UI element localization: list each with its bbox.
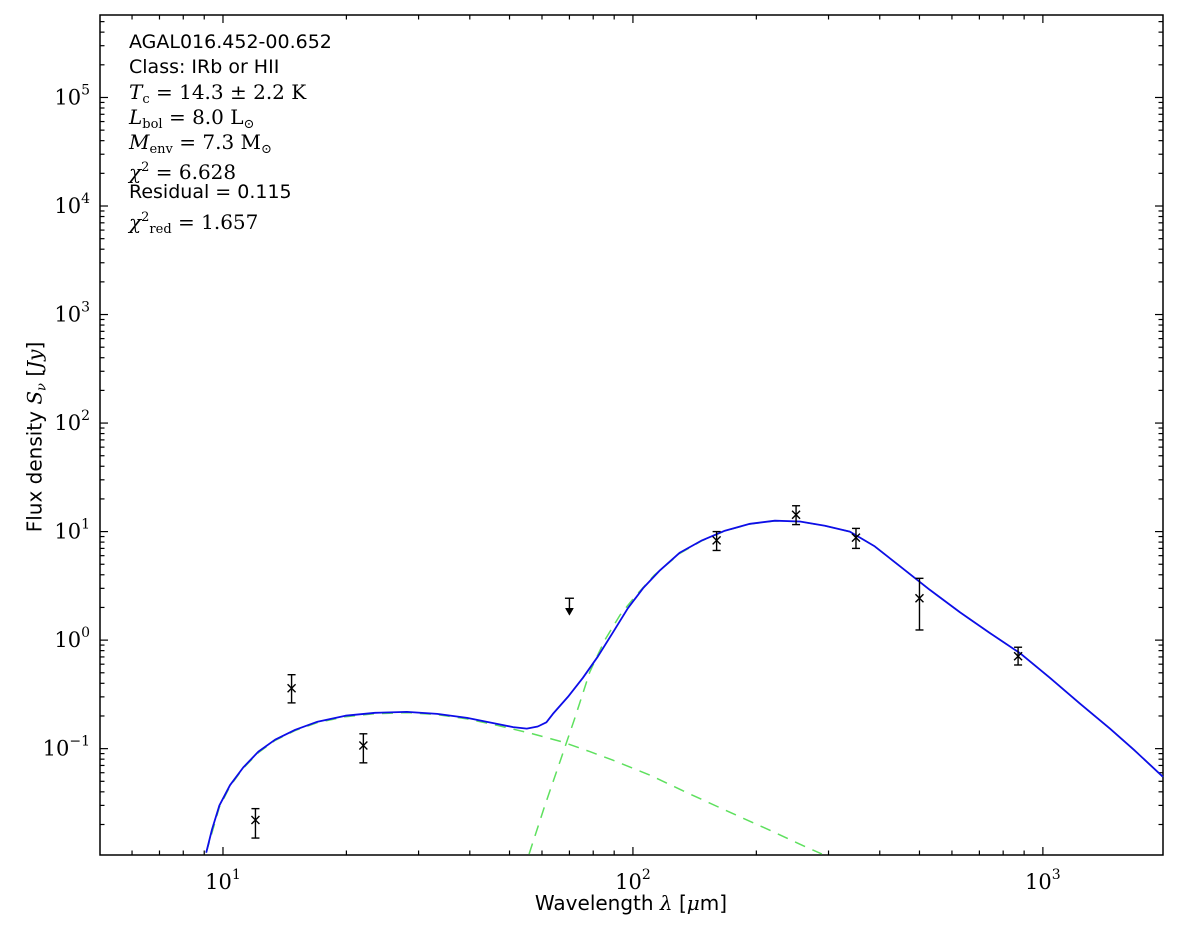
tick-labels: 101 102 103 10−1 100 101 102 103 104 105 bbox=[43, 82, 1061, 894]
y-tick-label: 10−1 bbox=[43, 734, 90, 761]
y-tick-label: 104 bbox=[54, 191, 90, 218]
model-total-curve bbox=[205, 519, 1164, 853]
annotation-line-4: Lbol = 8.0 L⊙ bbox=[129, 105, 332, 132]
text-segment: = 6.628 bbox=[149, 160, 237, 184]
annotation-line-5: Menv = 7.3 M⊙ bbox=[129, 130, 332, 157]
x-tick-label: 102 bbox=[615, 867, 651, 894]
annotation-line-8: χ2red = 1.657 bbox=[129, 205, 332, 237]
annotation-line-7: Residual = 0.115 bbox=[129, 180, 332, 205]
text-segment: = 7.3 M bbox=[172, 130, 262, 154]
data-point bbox=[914, 577, 924, 631]
text-segment: ν bbox=[34, 383, 50, 391]
text-segment: Residual = 0.115 bbox=[129, 181, 292, 203]
annotation-line-1: AGAL016.452-00.652 bbox=[129, 30, 332, 55]
text-segment: = 14.3 ± 2.2 K bbox=[149, 80, 307, 104]
x-axis-label: Wavelength λ [μm] bbox=[535, 891, 727, 915]
text-segment: env bbox=[149, 142, 173, 157]
data-points bbox=[250, 505, 1023, 839]
text-segment: χ bbox=[129, 160, 142, 184]
y-tick-label: 105 bbox=[54, 82, 90, 109]
x-tick-label: 103 bbox=[1025, 867, 1061, 894]
cold-component-curve bbox=[528, 520, 1164, 855]
data-point bbox=[358, 733, 368, 764]
y-tick-label: 100 bbox=[54, 625, 90, 652]
text-segment: bol bbox=[142, 117, 163, 132]
y-axis-label: Flux density Sν [Jy] bbox=[23, 342, 50, 533]
data-point bbox=[712, 530, 722, 552]
text-segment: L bbox=[129, 105, 143, 129]
text-segment: μ bbox=[686, 891, 700, 915]
data-point bbox=[1013, 646, 1023, 666]
data-point bbox=[791, 505, 801, 526]
text-segment: [ bbox=[22, 368, 47, 384]
text-segment: Class: IRb or HII bbox=[129, 56, 280, 78]
text-segment: = 1.657 bbox=[171, 210, 259, 234]
y-tick-label: 101 bbox=[54, 517, 90, 544]
warm-component-curve bbox=[205, 711, 823, 855]
text-segment: ⊙ bbox=[243, 117, 255, 132]
axis-ticks bbox=[100, 15, 1163, 855]
y-tick-label: 102 bbox=[54, 408, 90, 435]
text-segment: c bbox=[142, 92, 150, 107]
text-segment: m] bbox=[699, 891, 728, 915]
text-segment: λ bbox=[659, 891, 673, 915]
text-segment: [ bbox=[672, 891, 687, 915]
upper-limit-marker bbox=[564, 597, 574, 616]
text-segment: χ bbox=[129, 210, 142, 234]
text-segment: ] bbox=[22, 341, 47, 350]
text-segment: Jy bbox=[22, 349, 47, 369]
annotation-line-2: Class: IRb or HII bbox=[129, 55, 332, 80]
annotation-line-3: Tc = 14.3 ± 2.2 K bbox=[129, 80, 332, 107]
text-segment: 2 bbox=[141, 160, 150, 175]
plot-frame bbox=[99, 14, 1164, 856]
text-segment: T bbox=[129, 80, 143, 104]
text-segment: M bbox=[129, 130, 150, 154]
text-segment: red bbox=[149, 222, 172, 237]
text-segment: S bbox=[22, 390, 47, 405]
text-segment: Flux density bbox=[22, 404, 47, 533]
text-segment: AGAL016.452-00.652 bbox=[129, 31, 332, 53]
fit-parameters-annotation: AGAL016.452-00.652 Class: IRb or HII Tc = … bbox=[129, 30, 332, 237]
annotation-line-6: χ2 = 6.628 bbox=[129, 155, 332, 184]
text-segment: Wavelength bbox=[534, 891, 660, 915]
y-tick-label: 103 bbox=[54, 300, 90, 327]
text-segment: ⊙ bbox=[261, 142, 272, 157]
text-segment: 2 bbox=[141, 210, 150, 225]
data-point bbox=[287, 674, 297, 704]
data-point bbox=[851, 527, 861, 550]
data-point bbox=[250, 807, 260, 839]
text-segment: = 8.0 L bbox=[162, 105, 244, 129]
x-tick-label: 101 bbox=[205, 867, 241, 894]
